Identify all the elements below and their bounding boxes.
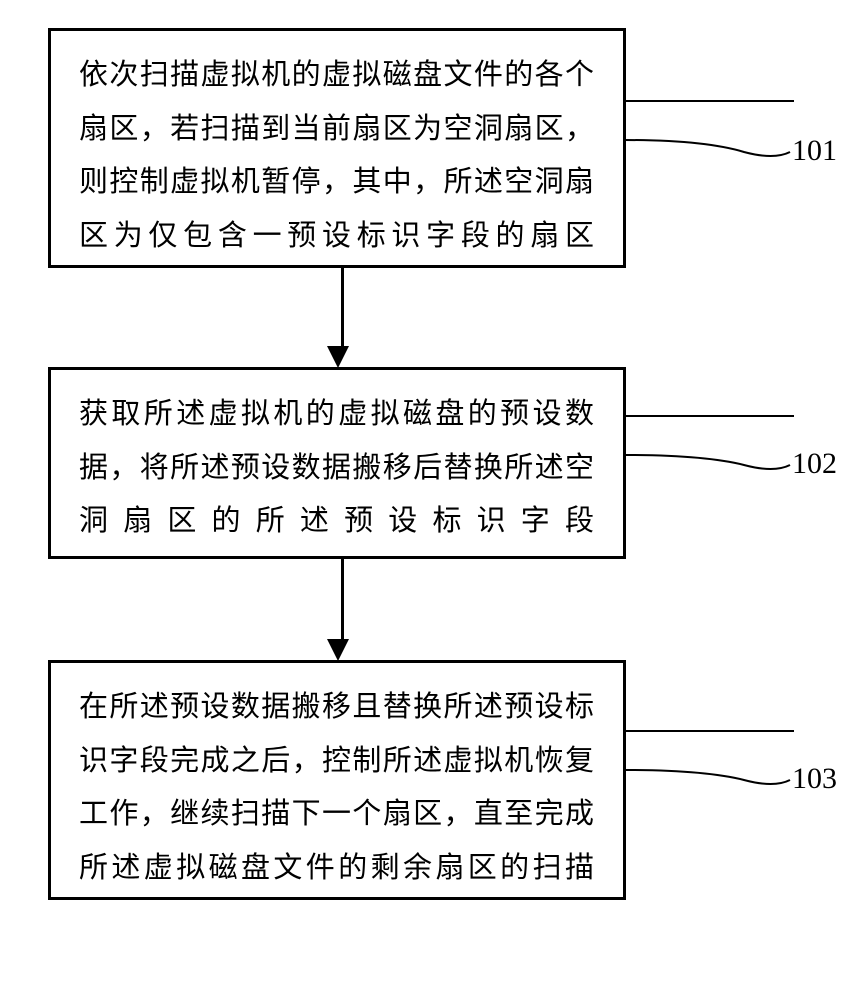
step-3-text: 在所述预设数据搬移且替换所述预设标识字段完成之后，控制所述虚拟机恢复工作，继续扫…	[79, 691, 595, 884]
step-2-label: 102	[792, 447, 837, 481]
flowchart-container: 依次扫描虚拟机的虚拟磁盘文件的各个扇区，若扫描到当前扇区为空洞扇区，则控制虚拟机…	[0, 0, 867, 1000]
arrow-line	[341, 559, 344, 639]
arrow-head	[327, 346, 349, 368]
step-3-label: 103	[792, 762, 837, 796]
arrow-2-to-3	[336, 559, 349, 661]
step-1-text: 依次扫描虚拟机的虚拟磁盘文件的各个扇区，若扫描到当前扇区为空洞扇区，则控制虚拟机…	[79, 59, 595, 252]
arrow-1-to-2	[336, 268, 349, 368]
flowchart-step-3: 在所述预设数据搬移且替换所述预设标识字段完成之后，控制所述虚拟机恢复工作，继续扫…	[48, 660, 626, 900]
arrow-head	[327, 639, 349, 661]
connector-1	[624, 100, 794, 160]
connector-3	[624, 730, 794, 790]
flowchart-step-2: 获取所述虚拟机的虚拟磁盘的预设数据，将所述预设数据搬移后替换所述空洞扇区的所述预…	[48, 367, 626, 559]
step-2-text: 获取所述虚拟机的虚拟磁盘的预设数据，将所述预设数据搬移后替换所述空洞扇区的所述预…	[79, 398, 595, 537]
step-1-label: 101	[792, 134, 837, 168]
flowchart-step-1: 依次扫描虚拟机的虚拟磁盘文件的各个扇区，若扫描到当前扇区为空洞扇区，则控制虚拟机…	[48, 28, 626, 268]
arrow-line	[341, 268, 344, 346]
connector-2	[624, 415, 794, 475]
